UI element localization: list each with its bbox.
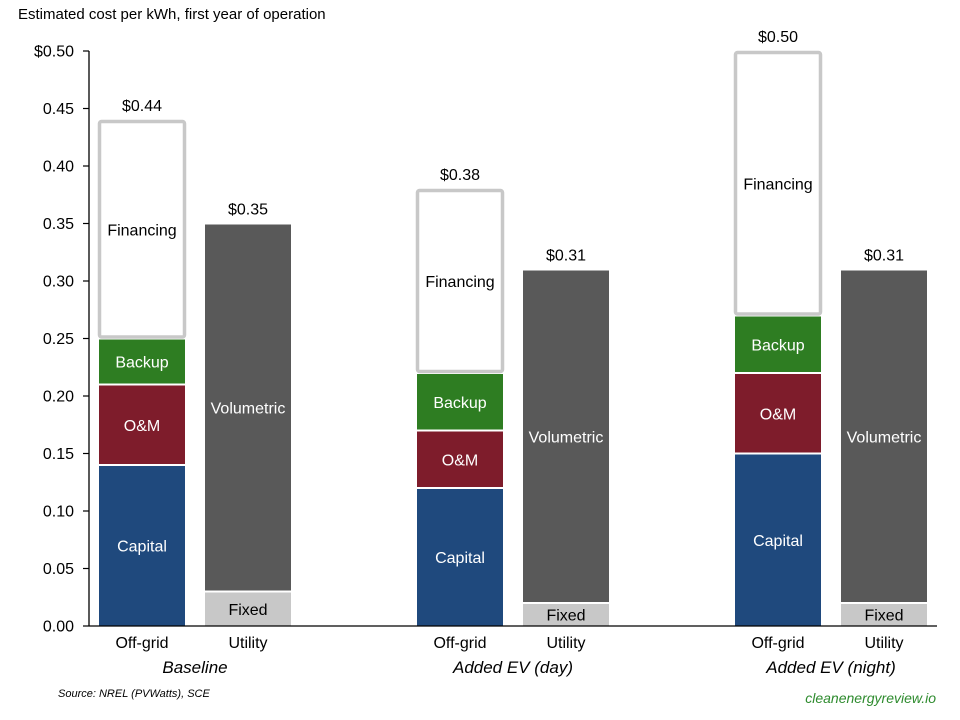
bar-segment-capital (99, 466, 185, 626)
bar-segment-financing (733, 50, 823, 316)
bar-segment-financing (415, 188, 505, 374)
bar-segment-backup (417, 374, 503, 430)
segment-label: O&M (760, 406, 796, 423)
bar-group: Capital O&M Backup Financing $0.38 Fixed Volum… (415, 167, 609, 626)
x-tick-label: Off-grid (751, 635, 804, 652)
y-tick-label: 0.35 (43, 216, 74, 233)
bar-segment-volumetric (523, 270, 609, 602)
y-tick-label: 0.20 (43, 389, 74, 406)
group-label: Baseline (162, 658, 227, 677)
segment-label: Backup (115, 355, 168, 372)
y-tick-label: $0.50 (34, 44, 74, 61)
segment-label: Fixed (864, 608, 903, 625)
group-label: Added EV (day) (452, 658, 573, 677)
segment-label: O&M (442, 452, 478, 469)
bar-segment-financing (97, 119, 187, 339)
group-label: Added EV (night) (765, 658, 895, 677)
y-tick-label: 0.45 (43, 101, 74, 118)
y-tick-label: 0.05 (43, 561, 74, 578)
segment-label: Fixed (546, 608, 585, 625)
segment-label: Volumetric (847, 429, 922, 446)
x-tick-label: Utility (228, 635, 267, 652)
chart-title: Estimated cost per kWh, first year of op… (18, 6, 326, 23)
y-tick-label: 0.25 (43, 331, 74, 348)
x-tick-label: Off-grid (115, 635, 168, 652)
y-tick-label: 0.40 (43, 159, 74, 176)
source-note: Source: NREL (PVWatts), SCE (58, 688, 210, 700)
total-label: $0.35 (228, 202, 268, 219)
y-tick-label: 0.10 (43, 504, 74, 521)
segment-label: Backup (433, 395, 486, 412)
segment-label: Capital (117, 539, 167, 556)
segment-label: Fixed (228, 602, 267, 619)
segment-label: Financing (743, 176, 812, 193)
bar-segment-om (735, 374, 821, 453)
bar-segment-fixed (523, 604, 609, 626)
bar-segment-backup (735, 316, 821, 372)
x-tick-label: Utility (546, 635, 585, 652)
bar-segment-volumetric (841, 270, 927, 602)
bar-segment-fixed (205, 592, 291, 626)
bar-segment-volumetric (205, 224, 291, 591)
segment-label: O&M (124, 418, 160, 435)
total-label: $0.44 (122, 98, 162, 115)
brand-link[interactable]: cleanenergyreview.io (805, 690, 936, 706)
bar-segment-capital (417, 489, 503, 626)
x-tick-label: Utility (864, 635, 903, 652)
total-label: $0.38 (440, 167, 480, 184)
y-tick-label: 0.30 (43, 274, 74, 291)
bar-segment-capital (735, 454, 821, 626)
segment-label: Financing (425, 274, 494, 291)
segment-label: Volumetric (211, 401, 286, 418)
total-label: $0.50 (758, 29, 798, 46)
y-tick-label: 0.00 (43, 619, 74, 636)
x-tick-label: Off-grid (433, 635, 486, 652)
bar-segment-fixed (841, 604, 927, 626)
bar-group: Capital O&M Backup Financing $0.44 Fixed Volum… (97, 98, 291, 626)
bars-layer: Capital O&M Backup Financing $0.44 Fixed Volum… (97, 29, 927, 626)
total-label: $0.31 (864, 248, 904, 265)
total-label: $0.31 (546, 248, 586, 265)
bar-segment-om (417, 431, 503, 487)
segment-label: Capital (435, 550, 485, 567)
bar-group: Capital O&M Backup Financing $0.50 Fixed Volum… (733, 29, 927, 626)
segment-label: Volumetric (529, 429, 604, 446)
bar-segment-backup (99, 339, 185, 384)
segment-label: Backup (751, 337, 804, 354)
segment-label: Capital (753, 533, 803, 550)
y-axis: 0.00 0.05 0.10 0.15 0.20 0.25 0.30 0.35 0.40 0.45… (34, 44, 90, 636)
y-tick-label: 0.15 (43, 446, 74, 463)
bar-segment-om (99, 385, 185, 464)
segment-label: Financing (107, 222, 176, 239)
